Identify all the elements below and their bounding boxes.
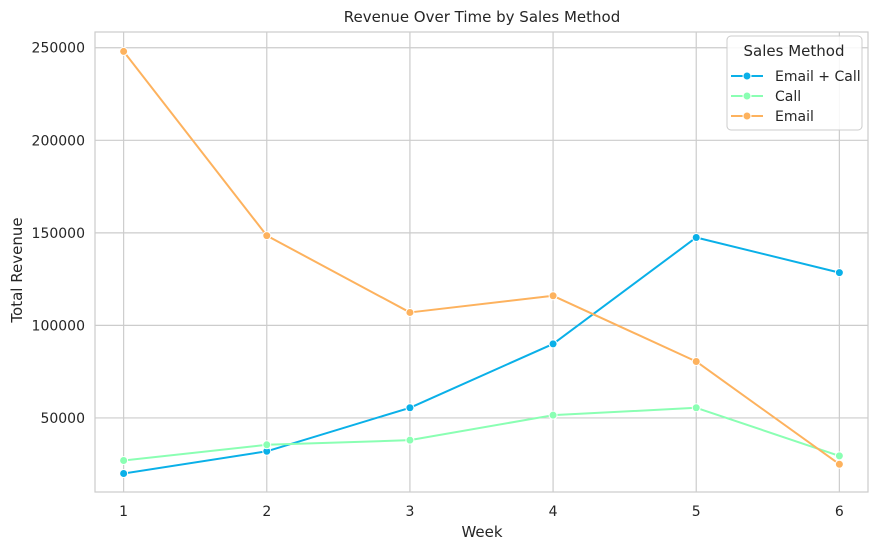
data-point: [262, 440, 272, 450]
data-point: [262, 231, 272, 241]
series-line: [122, 50, 840, 466]
data-point: [405, 435, 415, 445]
data-point: [834, 451, 844, 461]
grid: [95, 32, 868, 492]
x-tick-label: 2: [262, 504, 271, 520]
legend-item: Call: [731, 89, 801, 105]
data-point: [834, 459, 844, 469]
legend-title: Sales Method: [744, 42, 845, 60]
plot-frame: [94, 31, 869, 493]
legend-label: Email: [775, 109, 814, 125]
data-point: [691, 403, 701, 413]
y-tick-label: 250000: [32, 41, 85, 57]
x-tick-label: 3: [405, 504, 414, 520]
data-point: [119, 468, 129, 478]
legend-label: Call: [775, 89, 801, 105]
series-line: [123, 236, 840, 475]
series-email: [119, 46, 844, 469]
x-tick-label: 1: [119, 504, 128, 520]
legend-label: Email + Call: [775, 69, 861, 85]
y-axis-ticks: 50000 100000 150000 200000 250000: [32, 41, 85, 427]
data-point: [548, 410, 558, 420]
y-tick-label: 50000: [40, 411, 85, 427]
legend-item: Email: [731, 109, 814, 125]
legend-box: [726, 35, 863, 131]
x-axis-title: Week: [461, 523, 502, 541]
x-tick-label: 4: [549, 504, 558, 520]
data-point: [691, 232, 701, 242]
data-point: [405, 307, 415, 317]
series-call: [119, 403, 844, 466]
data-point: [119, 456, 129, 466]
legend: Sales Method Email + Call Call Email: [726, 35, 863, 131]
plot-area: [94, 31, 869, 493]
legend-swatch-marker: [742, 91, 752, 101]
series-lines: [119, 46, 844, 478]
y-tick-label: 150000: [32, 226, 85, 242]
x-tick-label: 6: [835, 504, 844, 520]
data-point: [119, 46, 129, 56]
y-tick-label: 200000: [32, 133, 85, 149]
legend-item: Email + Call: [731, 69, 861, 85]
legend-items: Email + Call Call Email: [731, 69, 861, 125]
data-point: [834, 268, 844, 278]
legend-swatch-marker: [742, 111, 752, 121]
data-point: [691, 356, 701, 366]
chart-title: Revenue Over Time by Sales Method: [344, 8, 621, 26]
series-email-call: [119, 232, 844, 478]
x-tick-label: 5: [692, 504, 701, 520]
data-point: [405, 403, 415, 413]
x-axis-ticks: 1 2 3 4 5 6: [119, 504, 844, 520]
y-axis-title: Total Revenue: [8, 217, 26, 323]
legend-swatch-marker: [742, 71, 752, 81]
data-point: [548, 291, 558, 301]
y-tick-label: 100000: [32, 318, 85, 334]
series-line: [123, 406, 840, 462]
data-point: [548, 339, 558, 349]
